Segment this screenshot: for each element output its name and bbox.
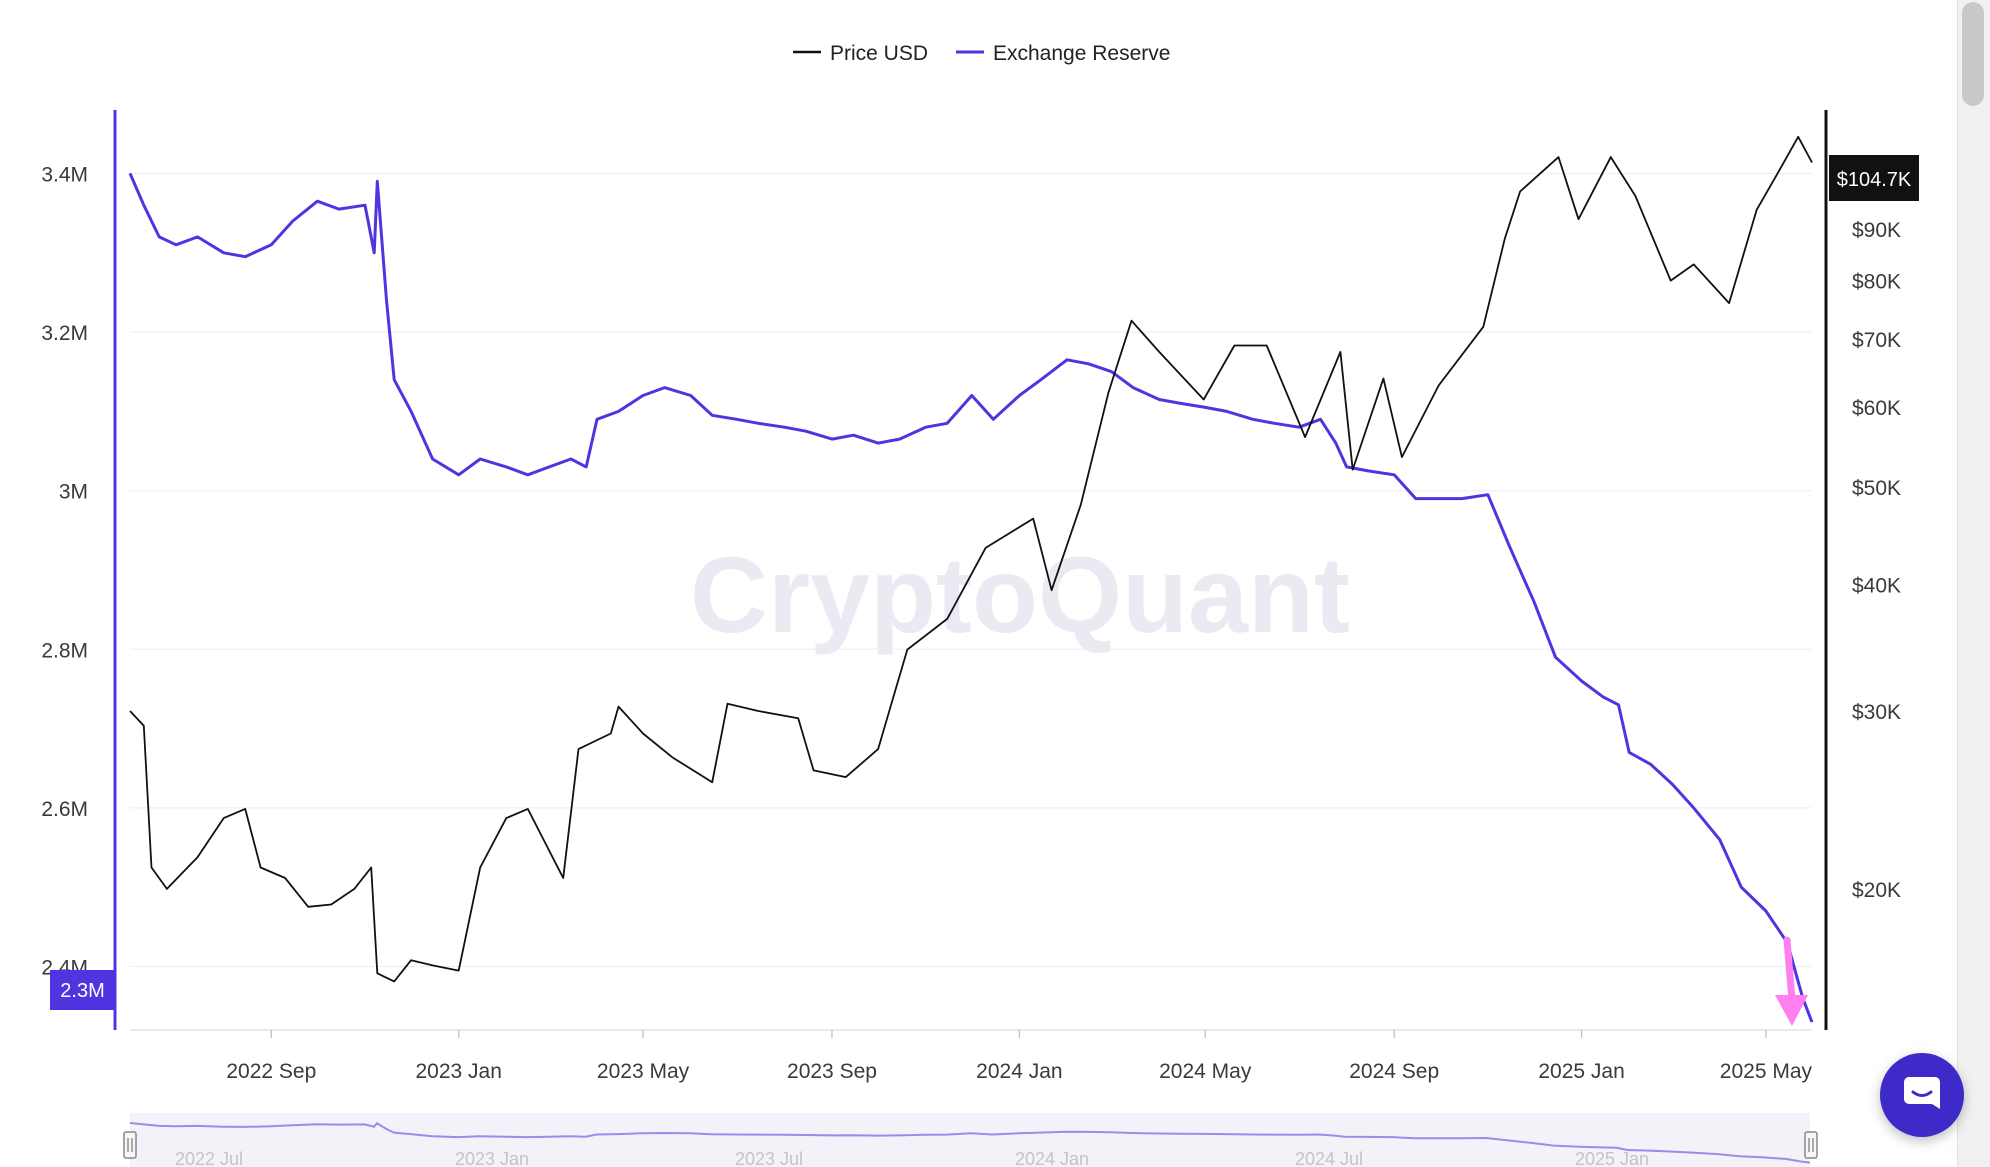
page-scrollbar[interactable] (1957, 0, 1990, 1167)
left-value-badge: 2.3M (50, 970, 115, 1010)
watermark: CryptoQuant (690, 534, 1350, 655)
legend-item-reserve[interactable]: Exchange Reserve (956, 42, 1170, 65)
right-badge-text: $104.7K (1837, 169, 1912, 191)
navigator-label: 2025 Jan (1575, 1149, 1649, 1167)
arrow-shaft (1783, 936, 1796, 1004)
x-tick-label: 2024 Jan (976, 1060, 1062, 1083)
navigator-label: 2022 Jul (175, 1149, 243, 1167)
right-tick-label: $60K (1852, 397, 1901, 420)
right-tick-label: $80K (1852, 271, 1901, 294)
x-tick-label: 2024 Sep (1349, 1060, 1439, 1083)
gridlines (130, 172, 1812, 968)
arrow-head (1775, 995, 1808, 1026)
right-value-badge: $104.7K (1829, 155, 1919, 201)
navigator-label: 2023 Jul (735, 1149, 803, 1167)
x-tick-label: 2022 Sep (226, 1060, 316, 1083)
series-line-exchange-reserve[interactable] (128, 172, 1814, 1023)
navigator[interactable]: 2022 Jul 2023 Jan 2023 Jul 2024 Jan 2024 Jul… (123, 1113, 1818, 1167)
x-tick-label: 2025 May (1720, 1060, 1813, 1083)
left-badge-text: 2.3M (60, 980, 104, 1002)
legend-label-price: Price USD (830, 42, 928, 65)
legend-label-reserve: Exchange Reserve (993, 42, 1170, 65)
right-tick-label: $30K (1852, 701, 1901, 724)
series-layer[interactable] (128, 135, 1814, 1023)
series-line-price-usd[interactable] (129, 135, 1813, 983)
left-badge-box (50, 970, 115, 1010)
navigator-label: 2024 Jan (1015, 1149, 1089, 1167)
right-tick-label: $70K (1852, 329, 1901, 352)
scrollbar-thumb[interactable] (1962, 2, 1984, 106)
navigator-labels: 2022 Jul 2023 Jan 2023 Jul 2024 Jan 2024 Jul… (175, 1149, 1649, 1167)
right-badge-box (1829, 155, 1919, 201)
x-tick-label: 2023 Sep (787, 1060, 877, 1083)
left-tick-label: 2.6M (41, 798, 88, 821)
navigator-background (130, 1113, 1810, 1167)
right-tick-label: $40K (1852, 575, 1901, 598)
right-tick-label: $20K (1852, 879, 1901, 902)
x-tick-label: 2023 Jan (416, 1060, 502, 1083)
right-axis-ticks: $20K$30K$40K$50K$60K$70K$80K$90K$100K (1852, 173, 1913, 902)
legend-item-price[interactable]: Price USD (793, 42, 928, 65)
x-tick-label: 2023 May (597, 1060, 690, 1083)
navigator-series (129, 1122, 1811, 1164)
chat-bubble-icon (1900, 1071, 1944, 1120)
chat-button[interactable] (1880, 1053, 1964, 1137)
legend[interactable]: Price USD Exchange Reserve (793, 42, 1170, 65)
navigator-label: 2023 Jan (455, 1149, 529, 1167)
x-tick-label: 2025 Jan (1538, 1060, 1624, 1083)
right-tick-label: $90K (1852, 219, 1901, 242)
left-tick-label: 3M (59, 481, 88, 504)
left-tick-label: 3.2M (41, 322, 88, 345)
navigator-handle-left[interactable] (123, 1131, 137, 1159)
down-arrow-annotation (1775, 936, 1808, 1026)
x-axis-ticks: 2022 Sep 2023 Jan 2023 May 2023 Sep 2024 Jan… (226, 1030, 1813, 1083)
right-tick-label: $50K (1852, 477, 1901, 500)
left-tick-label: 3.4M (41, 163, 88, 186)
x-tick-label: 2024 May (1159, 1060, 1252, 1083)
navigator-handle-right[interactable] (1804, 1131, 1818, 1159)
navigator-label: 2024 Jul (1295, 1149, 1363, 1167)
left-tick-label: 2.8M (41, 639, 88, 662)
